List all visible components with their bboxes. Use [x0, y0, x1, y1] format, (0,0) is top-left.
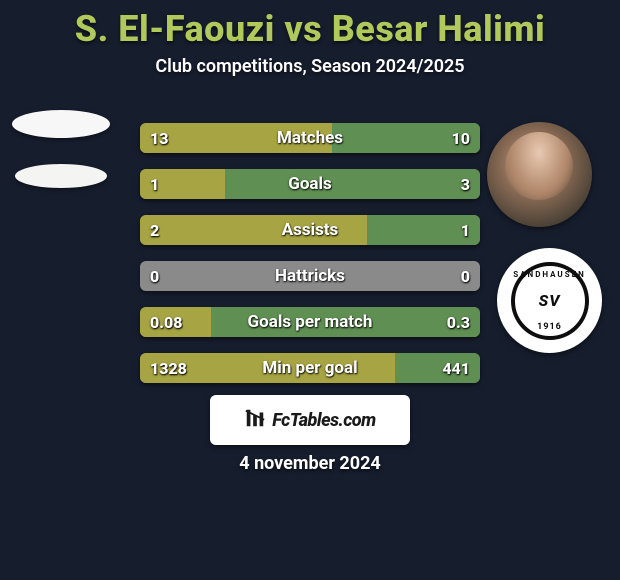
- stat-row: 0.080.3Goals per match: [140, 307, 480, 337]
- stat-label: Assists: [140, 215, 480, 245]
- brand-logo-icon: [244, 407, 266, 434]
- footer-brand-badge: FcTables.com: [210, 395, 410, 445]
- stats-bars: 1310Matches 13Goals 21Assists 00Hattricks 0.…: [140, 123, 480, 399]
- footer-brand-text: FcTables.com: [272, 410, 375, 431]
- subtitle: Club competitions, Season 2024/2025: [0, 56, 620, 77]
- stat-label: Min per goal: [140, 353, 480, 383]
- footer-date: 4 november 2024: [0, 453, 620, 474]
- stat-row: 13Goals: [140, 169, 480, 199]
- stat-row: 1310Matches: [140, 123, 480, 153]
- stat-label: Hattricks: [140, 261, 480, 291]
- stat-label: Goals: [140, 169, 480, 199]
- avatar-placeholder-shape: [15, 164, 107, 188]
- club-badge-top-text: SANDHAUSEN: [513, 270, 586, 279]
- stat-label: Matches: [140, 123, 480, 153]
- avatar-placeholder-shape: [12, 110, 110, 138]
- player-right-avatar: [487, 122, 592, 227]
- page-title: S. El-Faouzi vs Besar Halimi: [0, 0, 620, 50]
- club-badge-inner: SANDHAUSEN SV 1916: [511, 262, 589, 340]
- stat-row: 21Assists: [140, 215, 480, 245]
- stat-row: 1328441Min per goal: [140, 353, 480, 383]
- club-badge-right: SANDHAUSEN SV 1916: [497, 248, 602, 353]
- player-left-avatar: [8, 96, 113, 201]
- stat-label: Goals per match: [140, 307, 480, 337]
- stat-row: 00Hattricks: [140, 261, 480, 291]
- club-badge-bottom-text: 1916: [537, 322, 562, 332]
- club-badge-center-text: SV: [539, 291, 561, 310]
